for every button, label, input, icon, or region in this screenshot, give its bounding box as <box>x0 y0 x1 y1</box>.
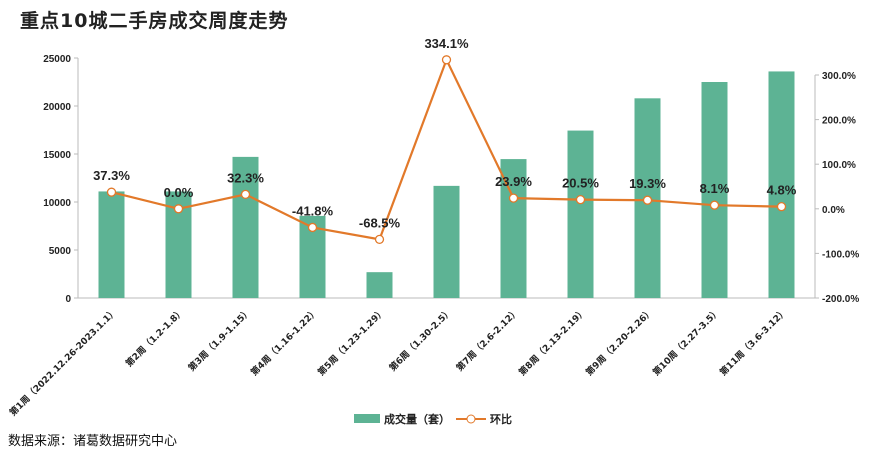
data-label: 20.5% <box>562 176 599 191</box>
x-tick-label: 第6周（1.30-2.5） <box>387 306 455 374</box>
bar <box>98 191 125 298</box>
x-tick-label: 第2周（1.2-1.8） <box>123 306 187 370</box>
y-right-tick-label: 0.0% <box>822 205 845 216</box>
data-label: 0.0% <box>164 185 194 200</box>
line-point <box>642 195 653 205</box>
x-tick-label: 第9周（2.20-2.26） <box>583 306 655 378</box>
y-left-tick-label: 5000 <box>49 246 72 257</box>
line-point <box>508 193 519 203</box>
y-left-tick-label: 15000 <box>43 150 71 161</box>
data-label: 23.9% <box>495 174 532 189</box>
chart-title: 重点10城二手房成交周度走势 <box>20 10 289 32</box>
legend-label: 环比 <box>490 412 512 426</box>
data-label: 37.3% <box>93 168 130 183</box>
x-tick-label: 第1周（2022.12.26-2023.1.1） <box>7 306 120 419</box>
y-left-tick-label: 25000 <box>43 54 71 65</box>
y-right-tick-label: 100.0% <box>822 160 856 171</box>
bar <box>567 130 594 298</box>
y-right-tick-label: 200.0% <box>822 116 856 127</box>
bar <box>232 156 259 298</box>
y-right-tick-label: 300.0% <box>822 71 856 82</box>
y-left-tick-label: 0 <box>65 294 71 305</box>
legend-swatch-bar <box>354 414 380 423</box>
line-point <box>173 204 184 214</box>
x-tick-label: 第3周（1.9-1.15） <box>186 306 254 374</box>
line-point <box>709 200 720 210</box>
x-tick-label: 第11周（3.6-3.12） <box>717 306 789 378</box>
line-point <box>374 234 385 245</box>
bar <box>366 272 393 298</box>
x-tick-label: 第7周（2.6-2.12） <box>454 306 522 374</box>
data-label: 32.3% <box>227 170 264 185</box>
data-label: -41.8% <box>292 203 334 218</box>
line-point <box>240 189 251 200</box>
legend-label: 成交量（套） <box>384 412 450 426</box>
data-label: 19.3% <box>629 176 666 191</box>
source-note: 数据来源：诸葛数据研究中心 <box>8 434 178 449</box>
x-tick-label: 第8周（2.13-2.19） <box>516 306 588 378</box>
data-label: 8.1% <box>700 181 730 196</box>
y-left-tick-label: 20000 <box>43 102 71 113</box>
bar <box>768 71 795 298</box>
x-tick-label: 第10周（2.27-3.5） <box>650 306 722 378</box>
bar <box>701 82 728 298</box>
x-tick-label: 第4周（1.16-1.22） <box>248 306 320 378</box>
bar <box>433 185 460 298</box>
line-point <box>441 55 452 65</box>
y-left-tick-label: 10000 <box>43 198 71 209</box>
data-label: 334.1% <box>424 36 469 51</box>
y-right-tick-label: -100.0% <box>822 249 859 260</box>
line-point <box>307 222 318 233</box>
line-point <box>106 187 117 197</box>
data-label: -68.5% <box>359 215 401 230</box>
legend-swatch-marker <box>466 414 476 424</box>
line-point <box>776 202 787 212</box>
y-right-tick-label: -200.0% <box>822 294 859 305</box>
line-point <box>575 195 586 205</box>
x-tick-label: 第5周（1.23-1.29） <box>315 306 387 378</box>
data-label: 4.8% <box>767 183 797 198</box>
